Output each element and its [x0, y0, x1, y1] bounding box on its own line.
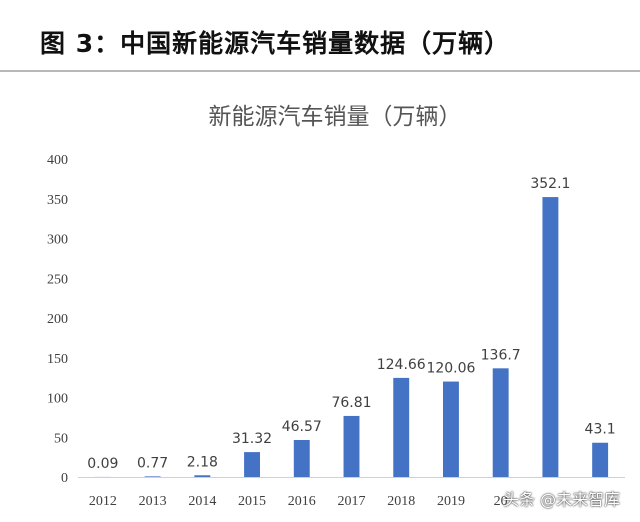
bar-2014 — [194, 475, 211, 477]
bar-2018 — [393, 377, 410, 477]
y-tick-label: 50 — [54, 431, 68, 446]
bar-2022 — [592, 442, 609, 477]
bar-2013 — [144, 476, 161, 477]
y-tick-label: 0 — [61, 471, 68, 486]
figure-title: 图 3：中国新能源汽车销量数据（万辆） — [40, 29, 511, 58]
y-tick-label: 150 — [47, 352, 68, 367]
data-label-2017: 76.81 — [331, 395, 371, 411]
data-label-2022: 43.1 — [585, 422, 616, 438]
x-tick-label: 2019 — [437, 494, 465, 509]
bar-2020 — [492, 368, 509, 477]
y-tick-label: 300 — [47, 233, 68, 248]
data-label-2018: 124.66 — [377, 357, 426, 373]
y-tick-label: 400 — [47, 153, 68, 168]
data-label-2012: 0.09 — [87, 456, 118, 472]
x-tick-label: 2014 — [188, 494, 216, 509]
bar-2021 — [542, 197, 559, 477]
data-label-2019: 120.06 — [426, 361, 475, 377]
watermark: 头条 @未来智库 — [503, 490, 621, 509]
data-label-2015: 31.32 — [232, 431, 272, 447]
y-tick-label: 350 — [47, 193, 68, 208]
data-label-2014: 2.18 — [187, 454, 218, 470]
title-divider — [0, 70, 640, 72]
data-label-2020: 136.7 — [481, 347, 521, 363]
bar-2017 — [343, 415, 360, 477]
chart-title: 新能源汽车销量（万辆） — [209, 104, 462, 130]
bar-2016 — [293, 439, 310, 477]
x-tick-label: 2016 — [288, 494, 316, 509]
data-label-2013: 0.77 — [137, 455, 168, 471]
y-tick-label: 200 — [47, 312, 68, 327]
x-tick-label: 2012 — [89, 494, 117, 509]
bar-2015 — [244, 452, 261, 477]
y-tick-label: 250 — [47, 272, 68, 287]
x-tick-label: 2015 — [238, 494, 266, 509]
x-tick-label: 2018 — [387, 494, 415, 509]
y-tick-label: 100 — [47, 392, 68, 407]
x-tick-label: 2013 — [139, 494, 167, 509]
data-label-2016: 46.57 — [282, 419, 322, 435]
x-tick-label: 20 — [494, 494, 508, 509]
data-label-2021: 352.1 — [530, 176, 570, 192]
bar-2019 — [442, 381, 459, 477]
x-tick-label: 2017 — [338, 494, 366, 509]
